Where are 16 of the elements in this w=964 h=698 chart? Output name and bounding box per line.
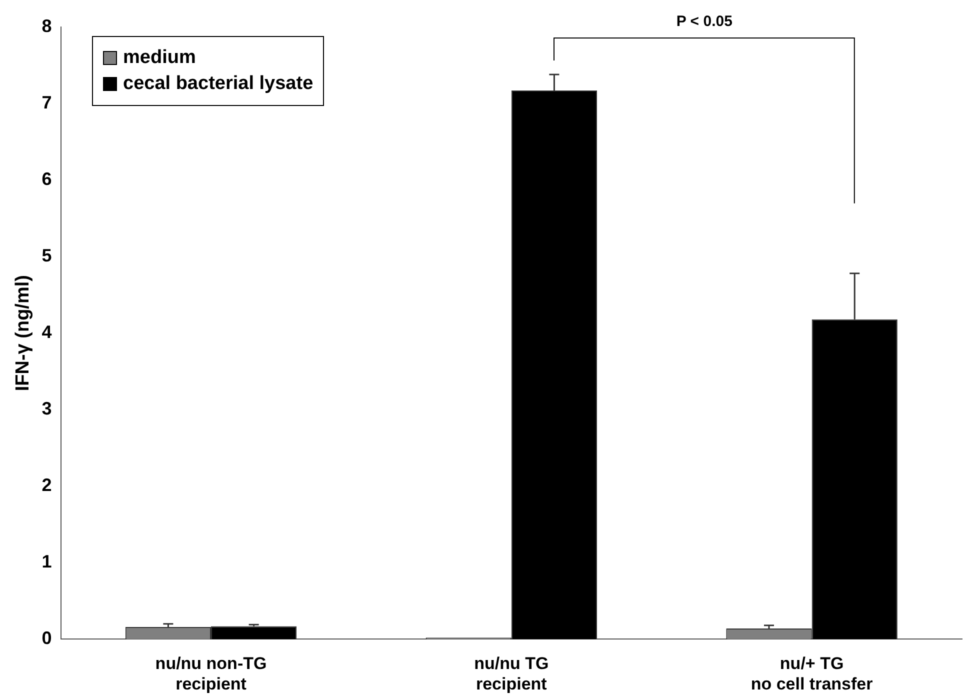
- x-tick-label: nu/nu non-TG recipient: [155, 654, 267, 694]
- x-tick-label: nu/+ TG no cell transfer: [750, 654, 874, 694]
- y-tick-label: 0: [42, 628, 52, 648]
- y-tick-label: 6: [42, 169, 52, 190]
- y-tick-label: 4: [42, 322, 52, 342]
- y-tick-label: 5: [42, 246, 52, 266]
- y-tick-label: 7: [42, 92, 52, 112]
- x-tick-label: nu/nu TG recipient: [474, 654, 549, 694]
- annotation: P < 0.05: [676, 13, 732, 30]
- y-tick-label: 1: [42, 552, 52, 572]
- legend-label: medium: [123, 47, 196, 69]
- y-axis-title: IFN-γ (ng/ml): [12, 275, 34, 392]
- y-tick-label: 2: [42, 475, 52, 496]
- y-tick-label: 3: [42, 398, 52, 419]
- legend-label: cecal bacterial lysate: [123, 73, 314, 95]
- y-tick-label: 8: [42, 16, 52, 36]
